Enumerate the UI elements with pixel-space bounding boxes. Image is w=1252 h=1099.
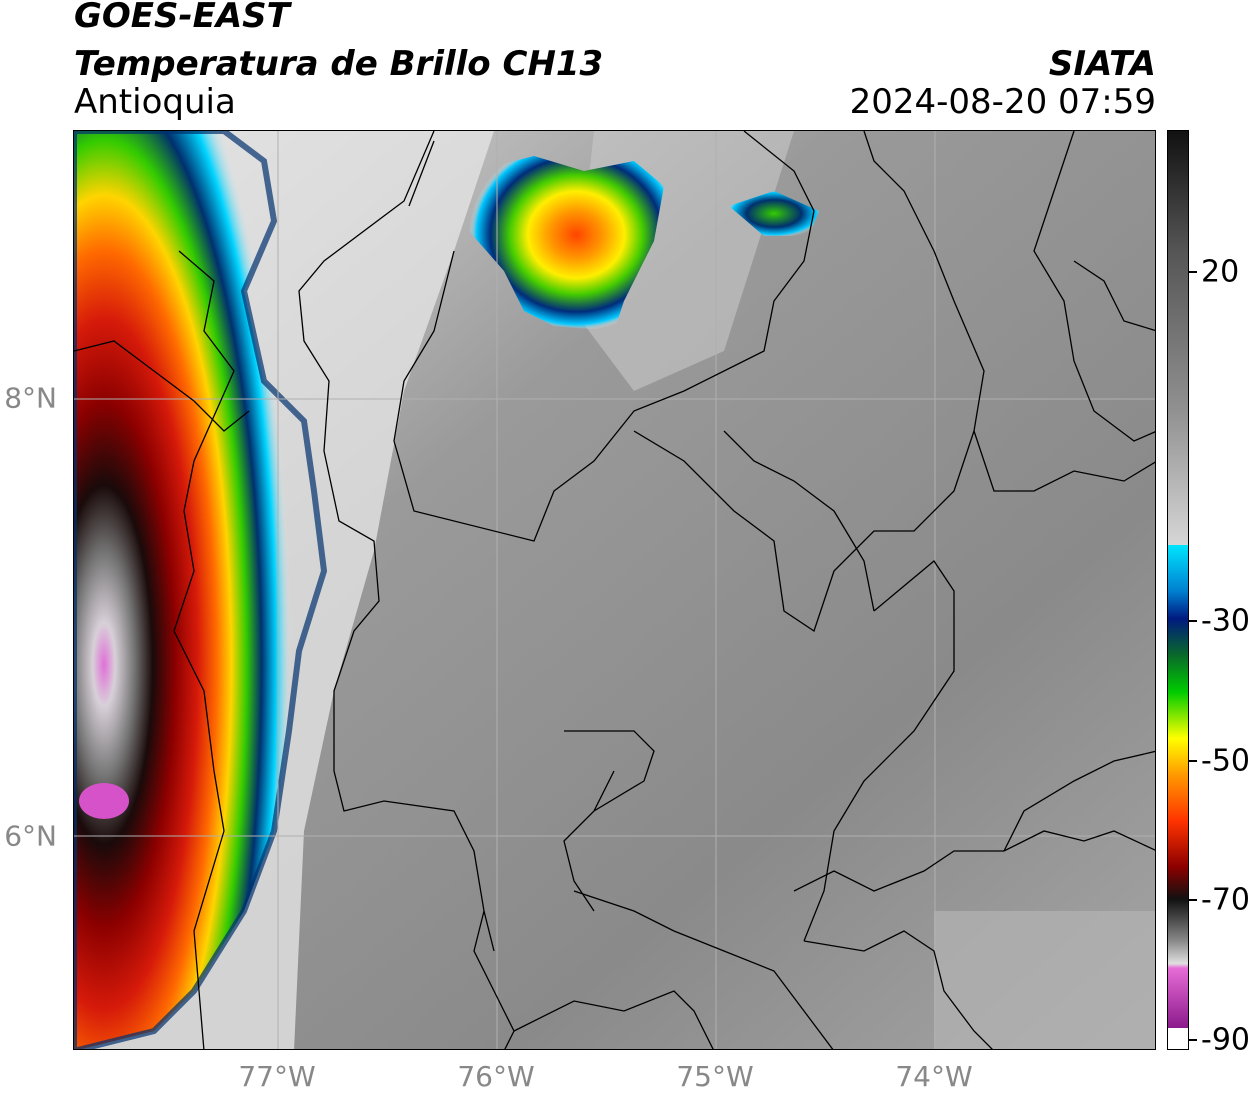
lat-label-6N: 6°N [4, 819, 57, 853]
satellite-title: GOES-EAST [74, 0, 290, 36]
cb-label-minus90: -90 [1201, 1022, 1250, 1058]
lon-label-74W: 74°W [895, 1060, 973, 1093]
cb-tick-20 [1189, 271, 1197, 273]
lon-label-75W: 75°W [676, 1060, 754, 1093]
storm-cell-northeast [729, 191, 819, 236]
boundaries [74, 131, 1155, 1049]
cb-tick-minus50 [1189, 760, 1197, 762]
satellite-map[interactable] [73, 130, 1156, 1050]
lon-label-76W: 76°W [457, 1060, 535, 1093]
cb-label-20: 20 [1201, 254, 1240, 290]
overshoot-top [79, 783, 129, 819]
cb-label-minus30: -30 [1201, 603, 1250, 639]
cb-label-minus50: -50 [1201, 743, 1250, 779]
warm-southeast [934, 911, 1155, 1049]
agency-label: SIATA [1048, 44, 1156, 84]
cb-label-minus70: -70 [1201, 882, 1250, 918]
cb-tick-minus90 [1189, 1039, 1197, 1041]
lat-label-8N: 8°N [4, 381, 57, 415]
region-label: Antioquia [74, 82, 236, 122]
convective-system [74, 131, 324, 1049]
lon-label-77W: 77°W [238, 1060, 316, 1093]
colorbar [1167, 130, 1189, 1050]
product-title: Temperatura de Brillo CH13 [74, 44, 604, 84]
datetime-label: 2024-08-20 07:59 [849, 82, 1156, 122]
cb-tick-minus70 [1189, 899, 1197, 901]
cb-tick-minus30 [1189, 620, 1197, 622]
storm-cell-north [469, 156, 664, 331]
